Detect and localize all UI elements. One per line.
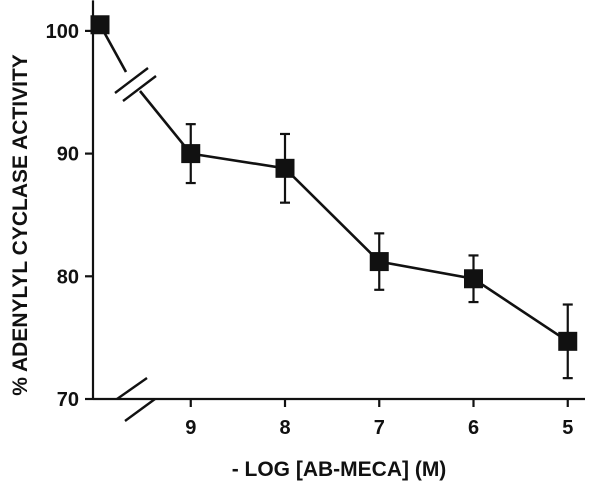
- x-axis-break-mark: [116, 377, 148, 400]
- x-tick-label: 9: [185, 417, 196, 439]
- line-break-mark: [114, 67, 149, 94]
- x-tick-label: 6: [468, 417, 479, 439]
- x-tick-label: 8: [279, 417, 290, 439]
- data-point-marker: [464, 269, 483, 289]
- data-point-marker: [369, 252, 389, 272]
- line-break-mark: [122, 75, 157, 102]
- x-axis-title: - LOG [AB-MECA] (M): [232, 458, 447, 481]
- data-point-marker: [275, 158, 295, 178]
- x-tick-label: 5: [562, 417, 573, 439]
- x-axis-break-mark: [124, 398, 156, 422]
- axes: [91, 0, 585, 401]
- x-axis-ticks: 9 8 7 6 5: [185, 399, 573, 439]
- y-tick-label: 70: [57, 389, 79, 411]
- x-tick-label: 7: [374, 417, 385, 439]
- y-axis-ticks: 70 80 90 100: [46, 21, 93, 411]
- y-tick-label: 100: [46, 21, 79, 43]
- data-point-marker: [181, 144, 201, 164]
- axis-breaks: [114, 67, 157, 422]
- data-point-marker: [558, 331, 578, 351]
- y-axis-title: % ADENYLYL CYCLASE ACTIVITY: [9, 54, 32, 396]
- control-point-marker: [90, 15, 110, 35]
- series-line-segment: [138, 90, 192, 155]
- y-tick-label: 90: [57, 144, 79, 166]
- series-group: [90, 15, 578, 380]
- y-tick-label: 80: [57, 266, 79, 288]
